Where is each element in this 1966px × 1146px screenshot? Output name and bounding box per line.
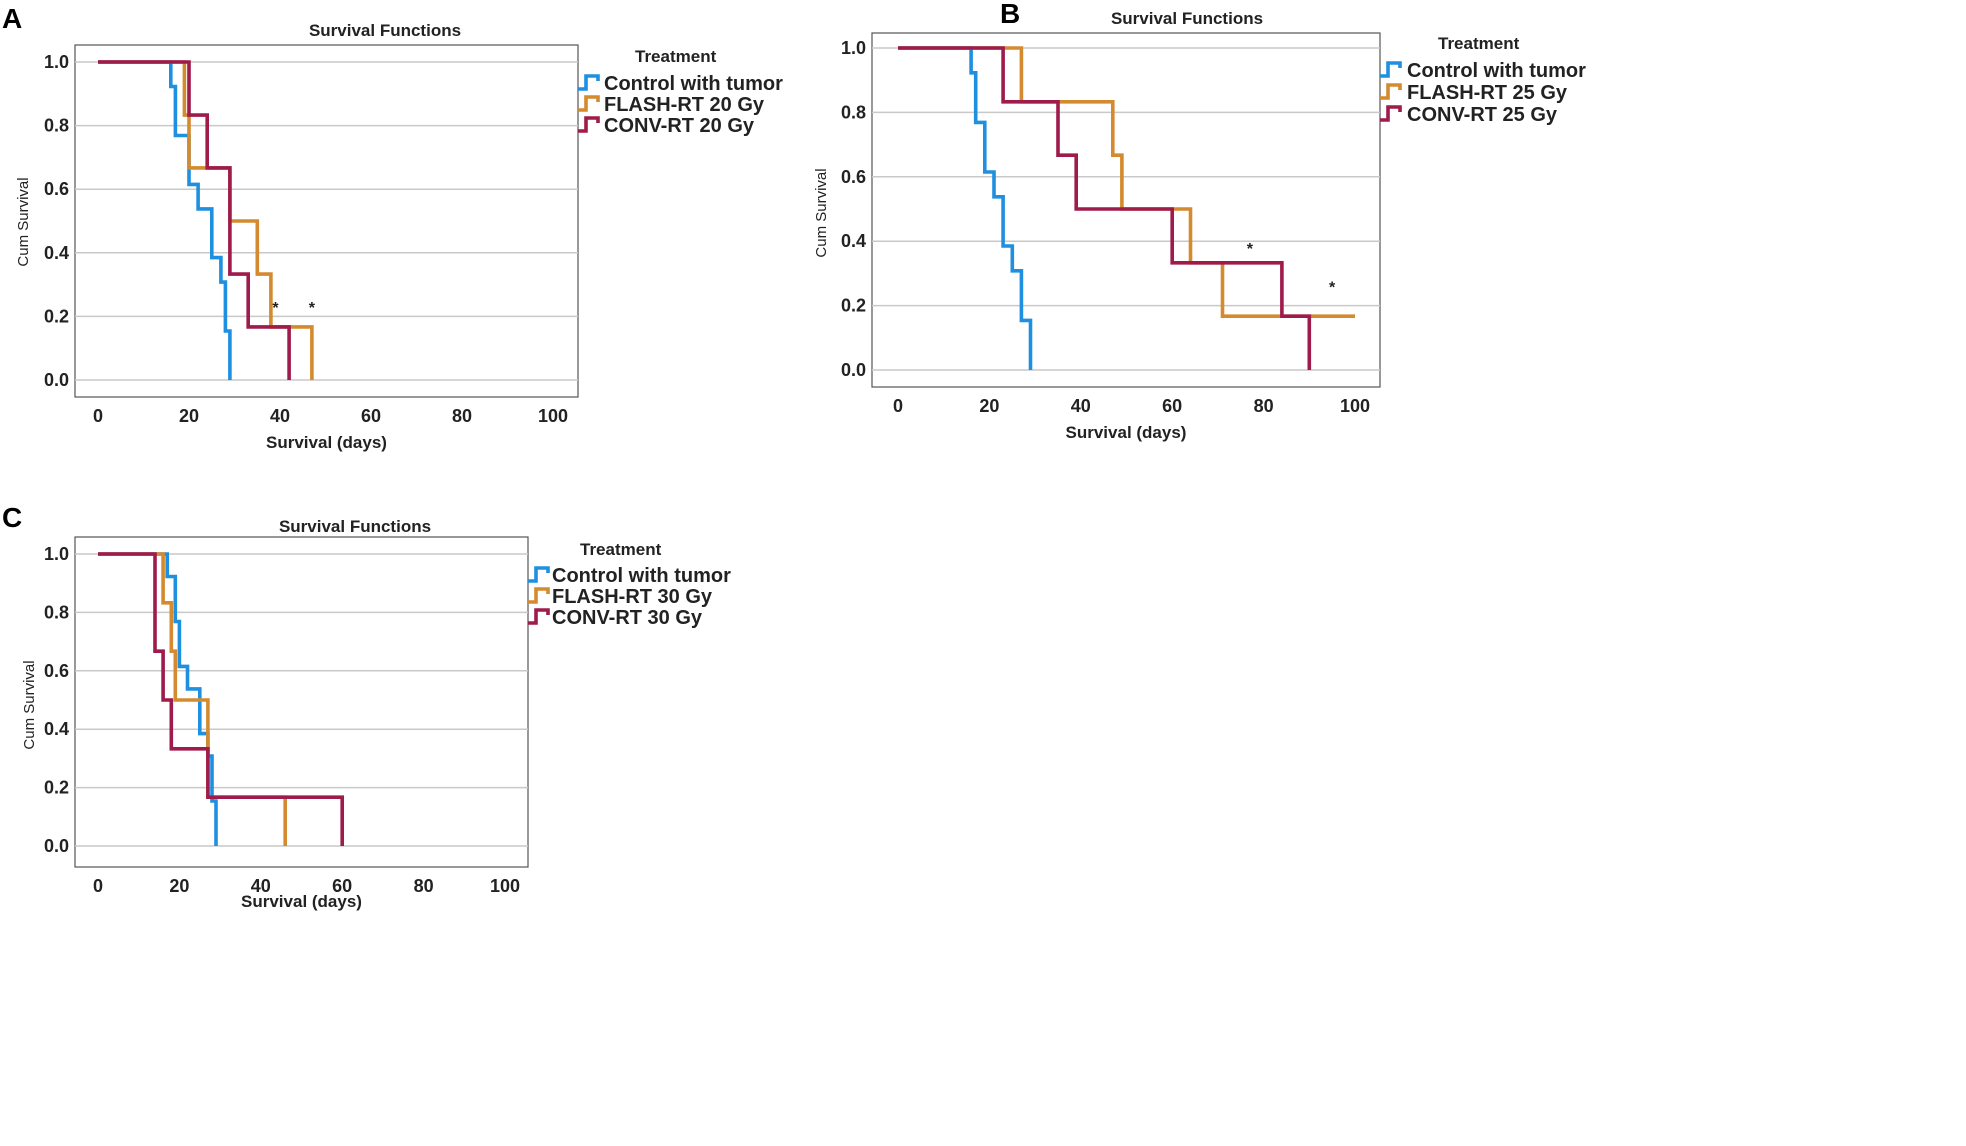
plot-frame xyxy=(871,32,1381,388)
legend-swatch xyxy=(1380,105,1402,122)
x-axis-label: Survival (days) xyxy=(266,433,387,452)
legend-label: CONV-RT 20 Gy xyxy=(604,115,755,137)
legend-swatch xyxy=(578,95,600,112)
legend-swatch xyxy=(528,566,550,583)
x-tick-label: 0 xyxy=(93,406,103,426)
legend-label: Control with tumor xyxy=(1407,60,1586,82)
y-tick-label: 1.0 xyxy=(44,52,69,72)
y-axis-label: Cum Survival xyxy=(15,177,32,266)
legend-swatch xyxy=(1380,83,1402,100)
legend-title: Treatment xyxy=(635,47,717,66)
legend-label: Control with tumor xyxy=(552,565,731,587)
series-line-conv-rt-25-gy xyxy=(898,46,1312,370)
x-tick-label: 100 xyxy=(490,876,520,896)
y-tick-label: 0.6 xyxy=(841,167,866,187)
panel-letter: C xyxy=(2,502,22,533)
series-line-control-with-tumor xyxy=(98,60,232,380)
x-tick-label: 80 xyxy=(1254,396,1274,416)
legend-label: Control with tumor xyxy=(604,73,783,95)
x-tick-label: 20 xyxy=(179,406,199,426)
x-tick-label: 100 xyxy=(538,406,568,426)
series-line-flash-rt-30-gy xyxy=(98,552,288,846)
x-axis-label: Survival (days) xyxy=(241,892,362,911)
plot-frame xyxy=(74,536,529,868)
legend-swatch xyxy=(578,116,600,133)
chart-title: Survival Functions xyxy=(1111,9,1263,28)
y-tick-label: 0.0 xyxy=(44,370,69,390)
legend-swatch xyxy=(578,74,600,91)
significance-marker: * xyxy=(272,300,279,317)
x-tick-label: 20 xyxy=(169,876,189,896)
y-tick-label: 1.0 xyxy=(44,544,69,564)
y-tick-label: 0.6 xyxy=(44,661,69,681)
x-tick-label: 40 xyxy=(1071,396,1091,416)
legend-title: Treatment xyxy=(1438,34,1520,53)
chart-title: Survival Functions xyxy=(309,21,461,40)
series-line-conv-rt-30-gy xyxy=(98,552,345,846)
x-tick-label: 100 xyxy=(1340,396,1370,416)
panel-c: C Survival Functions 0.0 0.2 0.4 0.6 0.8 1.0 0 20… xyxy=(2,502,731,911)
legend-swatch xyxy=(1380,61,1402,78)
series-line-flash-rt-25-gy xyxy=(898,46,1355,319)
x-tick-label: 0 xyxy=(93,876,103,896)
series-line-flash-rt-20-gy xyxy=(98,60,314,380)
y-tick-label: 1.0 xyxy=(841,38,866,58)
panel-letter: A xyxy=(2,3,22,34)
series-line-control-with-tumor xyxy=(98,552,218,846)
y-tick-label: 0.4 xyxy=(44,243,69,263)
chart-title: Survival Functions xyxy=(279,517,431,536)
y-tick-label: 0.4 xyxy=(44,719,69,739)
x-tick-label: 60 xyxy=(1162,396,1182,416)
plot-frame xyxy=(74,44,579,398)
legend-label: FLASH-RT 25 Gy xyxy=(1407,82,1568,104)
x-tick-label: 60 xyxy=(332,876,352,896)
y-tick-label: 0.8 xyxy=(44,116,69,136)
y-axis-label: Cum Survival xyxy=(21,660,38,749)
y-tick-label: 0.0 xyxy=(841,360,866,380)
x-tick-label: 80 xyxy=(452,406,472,426)
panel-b: B Survival Functions 0.0 0.2 0.4 0.6 0.8 1.0 0 20… xyxy=(813,0,1586,442)
x-tick-label: 60 xyxy=(361,406,381,426)
legend-swatch xyxy=(528,587,550,604)
y-tick-label: 0.8 xyxy=(841,102,866,122)
panel-a: A Survival Functions 0.0 0.2 0.4 0.6 0.8 1.0 0 20… xyxy=(2,3,783,452)
legend-title: Treatment xyxy=(580,540,662,559)
significance-marker: * xyxy=(309,300,316,317)
x-tick-label: 20 xyxy=(979,396,999,416)
significance-marker: * xyxy=(1247,241,1254,258)
legend-label: CONV-RT 30 Gy xyxy=(552,607,703,629)
x-tick-label: 40 xyxy=(270,406,290,426)
legend-label: FLASH-RT 20 Gy xyxy=(604,94,765,116)
x-tick-label: 0 xyxy=(893,396,903,416)
series-line-conv-rt-20-gy xyxy=(98,60,291,380)
y-tick-label: 0.2 xyxy=(44,306,69,326)
legend-label: CONV-RT 25 Gy xyxy=(1407,104,1558,126)
panel-letter: B xyxy=(1000,0,1020,29)
x-axis-label: Survival (days) xyxy=(1066,423,1187,442)
y-tick-label: 0.8 xyxy=(44,602,69,622)
y-tick-label: 0.0 xyxy=(44,836,69,856)
y-tick-label: 0.2 xyxy=(44,778,69,798)
legend-swatch xyxy=(528,608,550,625)
y-tick-label: 0.4 xyxy=(841,231,866,251)
y-axis-label: Cum Survival xyxy=(813,168,830,257)
x-tick-label: 80 xyxy=(414,876,434,896)
x-tick-label: 40 xyxy=(251,876,271,896)
series-line-control-with-tumor xyxy=(898,46,1033,370)
significance-marker: * xyxy=(1329,280,1336,297)
y-tick-label: 0.6 xyxy=(44,179,69,199)
legend-label: FLASH-RT 30 Gy xyxy=(552,586,713,608)
y-tick-label: 0.2 xyxy=(841,296,866,316)
